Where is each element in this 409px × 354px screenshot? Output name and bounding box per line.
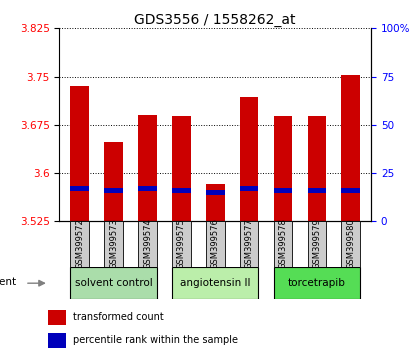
- Bar: [70, 267, 157, 299]
- Text: torcetrapib: torcetrapib: [287, 278, 345, 288]
- Bar: [70, 221, 89, 267]
- Title: GDS3556 / 1558262_at: GDS3556 / 1558262_at: [134, 13, 295, 27]
- Bar: [172, 221, 190, 267]
- Text: GSM399572: GSM399572: [75, 218, 84, 269]
- Bar: [307, 188, 326, 193]
- Text: GSM399580: GSM399580: [345, 218, 354, 269]
- Bar: [341, 188, 359, 193]
- Bar: [70, 86, 89, 221]
- Bar: [205, 184, 224, 221]
- Text: GSM399577: GSM399577: [244, 218, 253, 269]
- Bar: [104, 142, 123, 221]
- Bar: [172, 267, 258, 299]
- Bar: [172, 188, 190, 193]
- Text: agent: agent: [0, 276, 17, 287]
- Bar: [138, 186, 157, 191]
- Bar: [239, 97, 258, 221]
- Bar: [104, 221, 123, 267]
- Bar: [48, 310, 66, 325]
- Text: GSM399574: GSM399574: [143, 218, 152, 269]
- Bar: [70, 186, 89, 191]
- Bar: [341, 75, 359, 221]
- Text: GSM399578: GSM399578: [278, 218, 287, 269]
- Text: GSM399579: GSM399579: [312, 218, 321, 269]
- Bar: [104, 188, 123, 193]
- Bar: [307, 116, 326, 221]
- Bar: [307, 221, 326, 267]
- Bar: [48, 333, 66, 348]
- Bar: [205, 190, 224, 195]
- Text: angiotensin II: angiotensin II: [180, 278, 250, 288]
- Bar: [273, 116, 292, 221]
- Text: solvent control: solvent control: [74, 278, 152, 288]
- Bar: [138, 115, 157, 221]
- Bar: [341, 221, 359, 267]
- Text: GSM399575: GSM399575: [176, 218, 185, 269]
- Bar: [205, 221, 224, 267]
- Bar: [239, 221, 258, 267]
- Bar: [273, 221, 292, 267]
- Text: transformed count: transformed count: [73, 312, 164, 322]
- Bar: [138, 221, 157, 267]
- Bar: [172, 116, 190, 221]
- Text: percentile rank within the sample: percentile rank within the sample: [73, 335, 238, 346]
- Text: GSM399573: GSM399573: [109, 218, 118, 269]
- Bar: [239, 186, 258, 191]
- Bar: [273, 267, 359, 299]
- Bar: [273, 188, 292, 193]
- Text: GSM399576: GSM399576: [210, 218, 219, 269]
